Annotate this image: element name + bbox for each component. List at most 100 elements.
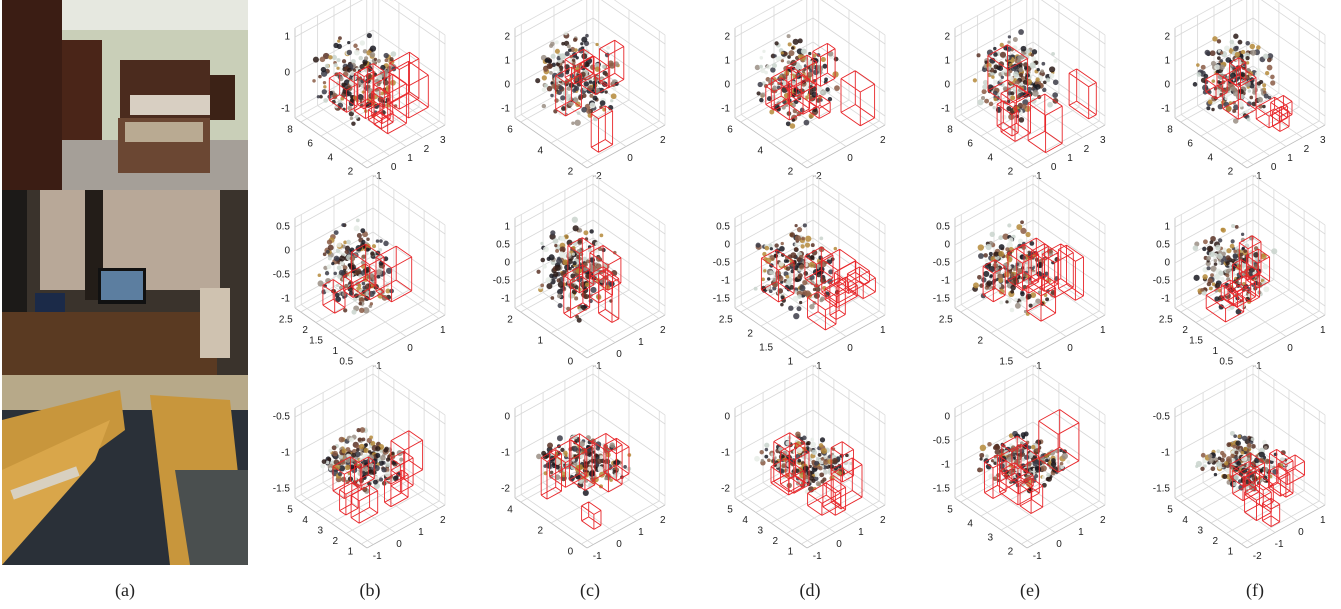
point [325, 277, 331, 284]
point [354, 451, 361, 458]
point [566, 86, 572, 91]
point [574, 119, 581, 126]
point [1023, 54, 1030, 60]
axis-line [514, 364, 594, 409]
point [772, 277, 777, 283]
point [1010, 284, 1016, 291]
point [803, 271, 809, 276]
bounding-box [353, 456, 375, 487]
point [554, 264, 561, 271]
point [579, 480, 583, 484]
point [566, 44, 571, 49]
z-tick-label: -1 [281, 294, 290, 305]
point [986, 66, 992, 71]
grid-line [734, 373, 814, 418]
grid-line [812, 219, 886, 271]
point [1008, 433, 1014, 439]
bounding-box [1019, 477, 1044, 514]
point [553, 271, 559, 278]
point [1012, 37, 1018, 43]
point [368, 469, 374, 475]
point [1271, 248, 1278, 255]
point [810, 243, 815, 248]
plot-3d: 0.50-0.5-12.521.510.5 -101 [273, 174, 446, 372]
point [368, 450, 372, 454]
point [753, 286, 758, 291]
bounding-box [598, 268, 620, 323]
point [1020, 291, 1025, 297]
bounding-box [540, 449, 562, 500]
point [845, 453, 849, 458]
y-tick-label: 4 [302, 515, 308, 526]
point [1237, 434, 1242, 439]
grid-line [961, 114, 1034, 165]
x-tick-label: 3 [440, 135, 446, 146]
point [1221, 251, 1226, 257]
point [985, 454, 989, 458]
bounding-box [390, 430, 424, 480]
point [812, 53, 817, 58]
point [579, 454, 584, 459]
point [559, 236, 566, 242]
point [998, 235, 1004, 241]
point [988, 265, 995, 273]
point [375, 445, 381, 452]
point [596, 458, 602, 465]
bounding-box [1229, 452, 1265, 488]
point [784, 255, 789, 260]
point [327, 244, 334, 251]
point [555, 62, 560, 67]
bounding-box [830, 441, 854, 483]
axis-line [954, 364, 1034, 409]
point [556, 435, 563, 442]
point [1196, 63, 1200, 67]
grid-line [581, 310, 660, 355]
point [1208, 251, 1215, 258]
point [322, 81, 327, 85]
point [1016, 224, 1023, 230]
point [821, 448, 828, 454]
point [320, 463, 326, 469]
point [802, 280, 808, 286]
x-tick-label: 1 [1100, 325, 1106, 336]
y-tick-label: 5 [727, 505, 733, 516]
point [1260, 88, 1264, 92]
point [540, 241, 544, 246]
point [328, 467, 333, 471]
point [1031, 56, 1037, 62]
point [1213, 472, 1218, 477]
point [1200, 452, 1206, 458]
plot-3d: 0 -0.5 -1 -1.5 5 4 3 2 -1 0 1 2 [933, 364, 1106, 562]
bounding-box [1205, 284, 1245, 323]
y-tick-label: 6 [1187, 139, 1193, 150]
point [1209, 50, 1216, 57]
point [999, 51, 1007, 58]
point [1243, 446, 1248, 452]
point [814, 471, 820, 478]
point [1200, 287, 1205, 292]
point [575, 56, 579, 60]
point [780, 241, 784, 246]
point [1217, 261, 1222, 266]
point [1240, 451, 1245, 455]
point [545, 277, 552, 284]
point [1227, 307, 1231, 312]
point [802, 465, 809, 472]
grid-line [294, 409, 374, 454]
point [783, 51, 788, 56]
z-tick-label: -0.5 [933, 258, 951, 269]
point [1264, 445, 1268, 450]
point [1233, 474, 1240, 480]
x-tick-label: -1 [1275, 539, 1284, 550]
point [1211, 79, 1216, 83]
point [324, 63, 330, 69]
caption: (e) [1020, 580, 1040, 601]
x-tick-label: 1 [440, 325, 446, 336]
point [390, 451, 395, 456]
z-tick-label: -1.5 [713, 294, 731, 305]
z-tick-label: 1 [1164, 222, 1170, 233]
point [557, 303, 563, 309]
point [1013, 71, 1019, 78]
point [1239, 252, 1244, 257]
bounding-box [996, 100, 1019, 137]
